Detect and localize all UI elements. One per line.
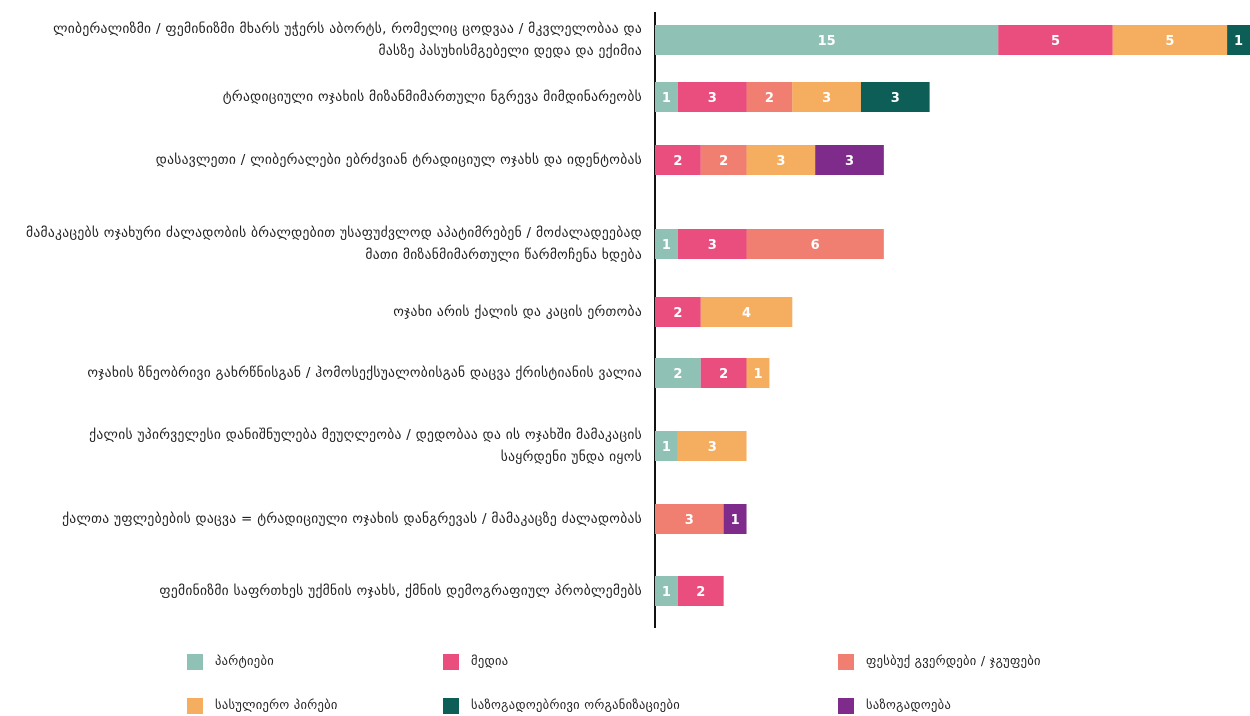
- bar-segment: [815, 145, 884, 175]
- bar-segment: [860, 82, 930, 112]
- data-label: 2: [696, 585, 705, 600]
- legend-swatch: [443, 654, 459, 670]
- data-label: 1: [662, 238, 671, 253]
- bar-segment: [655, 358, 701, 388]
- bar-segment: [998, 25, 1113, 55]
- legend-label: პარტიები: [215, 653, 274, 668]
- data-label: 5: [1165, 34, 1174, 49]
- bar-segment: [700, 145, 747, 175]
- data-label: 2: [673, 154, 682, 169]
- bar-segment: [700, 297, 793, 327]
- bar-segment: [677, 431, 747, 461]
- category-label: ტრადიციული ოჯახის მიზანმიმართული ნგრევა …: [222, 89, 642, 105]
- category-label: დასავლეთი / ლიბერალები ებრძვიან ტრადიციუ…: [155, 152, 642, 168]
- data-label: 1: [1234, 34, 1243, 49]
- legend-swatch: [443, 698, 459, 714]
- bar-segment: [655, 504, 724, 534]
- legend-swatch: [838, 698, 854, 714]
- data-label: 2: [673, 367, 682, 382]
- data-label: 1: [662, 585, 671, 600]
- data-label: 3: [708, 238, 717, 253]
- legend-swatch: [187, 698, 203, 714]
- bar-segment: [677, 229, 747, 259]
- data-label: 1: [731, 513, 740, 528]
- data-label: 3: [891, 91, 900, 106]
- bar-segment: [746, 358, 770, 388]
- data-label: 3: [822, 91, 831, 106]
- data-label: 2: [673, 306, 682, 321]
- bar-segment: [655, 25, 999, 55]
- bar-segment: [655, 229, 678, 259]
- data-label: 2: [719, 367, 728, 382]
- data-label: 4: [742, 306, 751, 321]
- category-label: ქალის უპირველესი დანიშნულება მეუღლეობა /…: [89, 427, 642, 465]
- data-label: 15: [818, 34, 836, 49]
- data-label: 1: [753, 367, 762, 382]
- bar-segment: [1227, 25, 1250, 55]
- legend-label: სასულიერო პირები: [215, 697, 338, 712]
- category-label: ოჯახი არის ქალის და კაცის ერთობა: [393, 304, 642, 320]
- data-label: 3: [845, 154, 854, 169]
- data-label: 3: [776, 154, 785, 169]
- data-label: 2: [765, 91, 774, 106]
- category-label: ფემინიზმი საფრთხეს უქმნის ოჯახს, ქმნის დ…: [159, 583, 642, 599]
- data-label: 3: [708, 440, 717, 455]
- bar-segment: [792, 82, 861, 112]
- bar-segment: [655, 297, 701, 327]
- bar-segment: [677, 576, 724, 606]
- legend-label: საზოგადოება: [866, 697, 952, 712]
- legend-label: ფესბუქ გვერდები / ჯგუფები: [866, 653, 1041, 668]
- data-label: 5: [1051, 34, 1060, 49]
- category-label: ლიბერალიზმი / ფემინიზმი მხარს უჭერს აბორ…: [53, 21, 642, 59]
- bar-segment: [655, 576, 678, 606]
- legend-label: საზოგადოებრივი ორგანიზაციები: [471, 697, 680, 712]
- category-label: ქალთა უფლებების დაცვა = ტრადიციული ოჯახი…: [62, 511, 642, 527]
- data-label: 3: [708, 91, 717, 106]
- bar-segment: [746, 229, 884, 259]
- bar-segment: [655, 145, 701, 175]
- bar-segment: [655, 82, 678, 112]
- data-label: 2: [719, 154, 728, 169]
- legend-swatch: [187, 654, 203, 670]
- bar-segment: [746, 82, 793, 112]
- bar-segment: [655, 431, 678, 461]
- bar-segment: [1112, 25, 1228, 55]
- data-label: 6: [811, 238, 820, 253]
- bar-segment: [677, 82, 747, 112]
- data-label: 3: [685, 513, 694, 528]
- category-label: მამაკაცებს ოჯახური ძალადობის ბრალდებით უ…: [26, 225, 642, 263]
- legend-label: მედია: [471, 653, 509, 668]
- data-label: 1: [662, 440, 671, 455]
- legend-swatch: [838, 654, 854, 670]
- category-label: ოჯახის ზნეობრივი გახრწნისგან / ჰომოსექსუ…: [87, 365, 642, 381]
- data-label: 1: [662, 91, 671, 106]
- bar-segment: [723, 504, 747, 534]
- bar-segment: [700, 358, 747, 388]
- bar-segment: [746, 145, 816, 175]
